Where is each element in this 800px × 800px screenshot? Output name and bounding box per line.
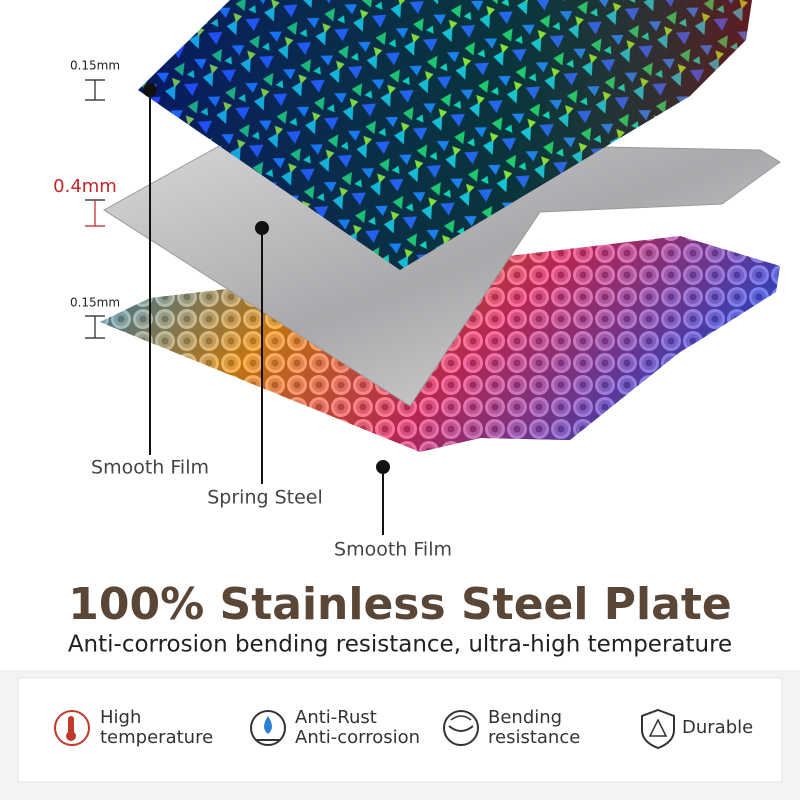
feature-text: Durable [682,717,753,738]
title: 100% Stainless Steel Plate [68,579,731,630]
feature-band [17,677,783,783]
icon-high-temperature [54,710,90,746]
thickness-label: 0.15mm [70,59,120,73]
feature-text: Anti-corrosion [295,727,420,748]
layer-label: Spring Steel [207,487,323,509]
feature-text: Bending [488,707,562,728]
leader-dots [143,83,390,474]
feature-text: resistance [488,727,580,748]
dimension-marks [85,79,105,339]
subtitle: Anti-corrosion bending resistance, ultra… [68,632,732,658]
feature-text: Anti-Rust [295,707,377,728]
thickness-label: 0.4mm [53,176,117,197]
thickness-label: 0.15mm [70,296,120,310]
top-plate [138,0,752,270]
feature-text: High [100,707,141,728]
feature-text: temperature [100,727,213,748]
layer-label: Smooth Film [91,457,209,479]
layer-label: Smooth Film [334,539,452,561]
icon-bending [443,710,479,746]
leader-lines [149,90,384,535]
icon-anti-rust [250,710,286,746]
icon-durable [641,708,675,750]
